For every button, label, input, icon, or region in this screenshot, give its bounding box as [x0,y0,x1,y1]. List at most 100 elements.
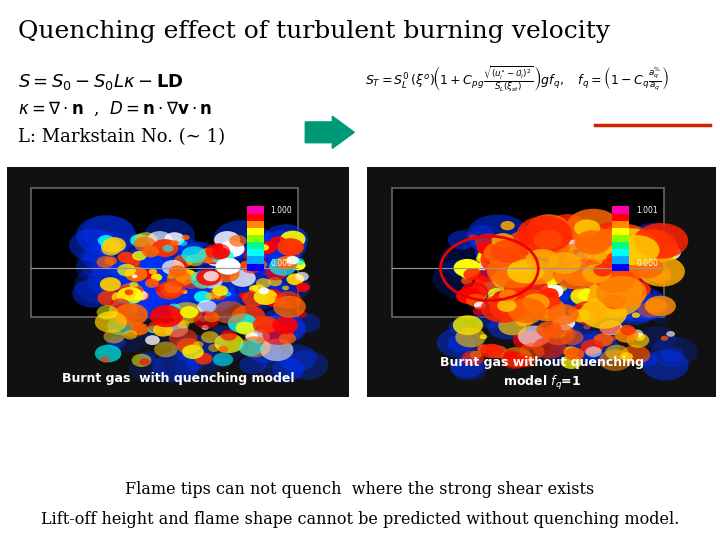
Circle shape [549,248,590,275]
Circle shape [199,246,227,264]
Circle shape [622,284,647,301]
Circle shape [215,333,244,353]
Circle shape [538,289,559,302]
Circle shape [104,322,150,353]
Circle shape [593,333,613,347]
Circle shape [661,336,668,341]
Circle shape [580,330,608,349]
Circle shape [500,243,508,248]
Circle shape [491,272,513,286]
Circle shape [128,356,166,382]
Circle shape [621,227,654,248]
Circle shape [531,258,538,262]
Circle shape [163,245,174,252]
Circle shape [473,278,497,294]
Circle shape [110,299,130,312]
Circle shape [519,261,556,285]
Circle shape [621,275,635,284]
Circle shape [92,249,153,289]
Circle shape [95,311,127,333]
Circle shape [459,266,477,278]
Circle shape [279,258,293,267]
Circle shape [102,242,120,255]
Circle shape [582,264,611,283]
Circle shape [503,350,517,360]
Circle shape [554,234,566,242]
Circle shape [536,298,559,313]
Circle shape [249,329,270,343]
Circle shape [162,306,184,320]
Circle shape [475,233,503,252]
Circle shape [134,237,156,252]
Circle shape [570,228,596,246]
Circle shape [617,280,635,292]
Circle shape [177,320,189,328]
Circle shape [620,353,633,361]
Circle shape [492,272,500,277]
Bar [246,206,264,213]
Circle shape [531,249,581,282]
Circle shape [127,258,140,267]
Circle shape [110,293,157,325]
Circle shape [122,321,145,338]
Circle shape [270,273,310,300]
Circle shape [456,261,474,273]
Circle shape [136,234,183,266]
FancyBboxPatch shape [0,153,370,410]
Circle shape [132,251,147,261]
Circle shape [639,256,685,287]
Circle shape [167,274,175,279]
Circle shape [481,294,524,323]
Text: 0.000: 0.000 [636,259,658,268]
Circle shape [557,285,567,292]
Circle shape [214,265,240,282]
Circle shape [132,291,148,300]
Circle shape [500,272,554,307]
Circle shape [598,320,621,335]
Bar [246,256,264,264]
Circle shape [604,228,660,265]
Bar [612,221,629,228]
Circle shape [204,296,230,313]
Circle shape [140,350,157,362]
Circle shape [591,280,652,320]
Circle shape [209,288,228,301]
Circle shape [229,235,247,247]
Circle shape [512,235,552,261]
Circle shape [292,313,320,333]
Circle shape [528,214,570,241]
Circle shape [654,244,676,259]
Circle shape [204,312,220,322]
Circle shape [487,253,540,288]
Circle shape [133,277,192,316]
Circle shape [488,316,524,339]
Circle shape [565,328,572,333]
Circle shape [591,244,609,255]
Circle shape [251,244,264,253]
Circle shape [499,255,561,296]
Circle shape [145,335,160,345]
Circle shape [608,295,627,308]
Circle shape [281,274,287,278]
Circle shape [255,319,276,333]
Text: model $f_q$=1: model $f_q$=1 [503,374,581,392]
Circle shape [575,235,636,276]
Circle shape [172,238,201,257]
Circle shape [574,219,600,237]
Circle shape [603,295,626,309]
Circle shape [194,291,212,303]
Circle shape [626,274,638,282]
Circle shape [513,298,542,318]
Text: 1.001: 1.001 [636,206,657,215]
Circle shape [553,259,600,289]
Circle shape [69,228,119,262]
Circle shape [615,248,672,286]
Circle shape [500,228,562,267]
Circle shape [640,326,676,349]
Bar [612,228,629,235]
Circle shape [563,346,579,356]
Circle shape [118,313,130,321]
Circle shape [653,244,678,261]
Circle shape [113,286,136,301]
Circle shape [577,284,616,309]
